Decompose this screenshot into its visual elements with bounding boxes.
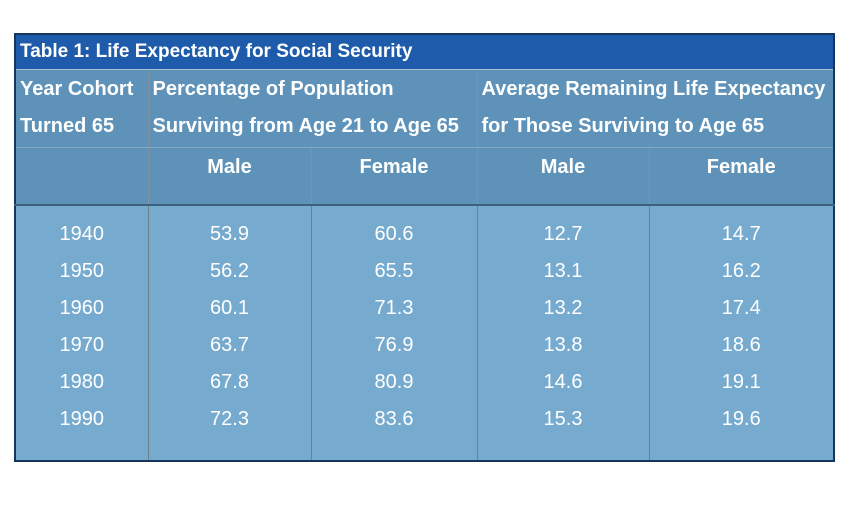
table-row: 1950 56.2 65.5 13.1 16.2: [15, 253, 835, 290]
remaining-le-male-cell: 14.6: [476, 364, 649, 401]
year-cell: 1980: [15, 364, 148, 401]
table-row: 1960 60.1 71.3 13.2 17.4: [15, 290, 835, 327]
year-cell: 1960: [15, 290, 148, 327]
pct-surviving-male-cell: 63.7: [147, 327, 311, 364]
remaining-le-male-cell: 13.8: [476, 327, 649, 364]
subheader-row: Male Female Male Female: [15, 147, 835, 206]
remaining-le-male-cell: 13.2: [476, 290, 649, 327]
pct-female-subheader: Female: [310, 147, 477, 206]
remaining-le-female-cell: 16.2: [648, 253, 835, 290]
year-cell: 1940: [15, 205, 148, 253]
life-expectancy-table: Table 1: Life Expectancy for Social Secu…: [14, 33, 836, 462]
remaining-le-male-cell: 15.3: [476, 401, 649, 461]
pct-surviving-group-header: Percentage of Population Surviving from …: [147, 69, 477, 148]
pct-surviving-female-cell: 80.9: [310, 364, 477, 401]
pct-male-subheader: Male: [147, 147, 311, 206]
remaining-le-male-cell: 13.1: [476, 253, 649, 290]
pct-surviving-female-cell: 71.3: [310, 290, 477, 327]
pct-surviving-female-cell: 65.5: [310, 253, 477, 290]
pct-surviving-male-cell: 56.2: [147, 253, 311, 290]
table-row: 1980 67.8 80.9 14.6 19.1: [15, 364, 835, 401]
pct-surviving-male-cell: 72.3: [147, 401, 311, 461]
table-container: Table 1: Life Expectancy for Social Secu…: [14, 33, 836, 462]
remaining-le-female-cell: 17.4: [648, 290, 835, 327]
group-header-row: Year Cohort Turned 65 Percentage of Popu…: [15, 69, 835, 148]
remaining-life-group-header: Average Remaining Life Expectancy for Th…: [476, 69, 835, 148]
remaining-le-male-cell: 12.7: [476, 205, 649, 253]
pct-surviving-male-cell: 67.8: [147, 364, 311, 401]
pct-surviving-female-cell: 60.6: [310, 205, 477, 253]
remaining-le-female-cell: 18.6: [648, 327, 835, 364]
remaining-le-female-cell: 19.1: [648, 364, 835, 401]
table-row: 1940 53.9 60.6 12.7 14.7: [15, 205, 835, 253]
remaining-le-female-cell: 19.6: [648, 401, 835, 461]
empty-subheader-cell: [15, 147, 148, 206]
year-cell: 1970: [15, 327, 148, 364]
remaining-le-female-cell: 14.7: [648, 205, 835, 253]
pct-surviving-male-cell: 60.1: [147, 290, 311, 327]
pct-surviving-male-cell: 53.9: [147, 205, 311, 253]
pct-surviving-female-cell: 76.9: [310, 327, 477, 364]
table-title: Table 1: Life Expectancy for Social Secu…: [15, 34, 835, 70]
ale-female-subheader: Female: [648, 147, 835, 206]
pct-surviving-female-cell: 83.6: [310, 401, 477, 461]
table-row: 1990 72.3 83.6 15.3 19.6: [15, 401, 835, 461]
ale-male-subheader: Male: [476, 147, 649, 206]
year-cell: 1950: [15, 253, 148, 290]
year-cohort-header: Year Cohort Turned 65: [15, 69, 148, 148]
title-row: Table 1: Life Expectancy for Social Secu…: [15, 34, 835, 70]
table-row: 1970 63.7 76.9 13.8 18.6: [15, 327, 835, 364]
year-cell: 1990: [15, 401, 148, 461]
